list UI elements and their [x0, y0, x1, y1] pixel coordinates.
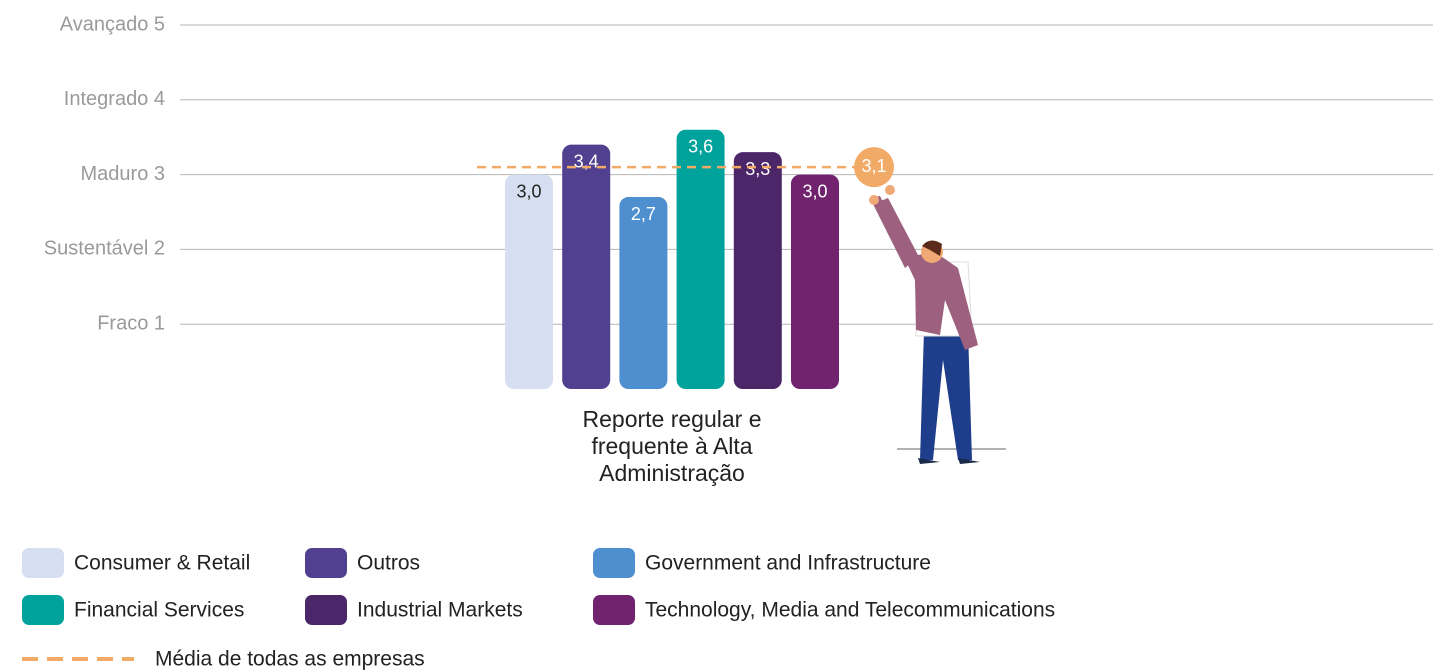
- value-label: 3,4: [574, 151, 599, 171]
- bar: [619, 197, 668, 389]
- average-marker: [854, 147, 894, 188]
- legend-label: Technology, Media and Telecommunications: [645, 599, 1055, 622]
- bar: [733, 152, 782, 389]
- legend-swatch: [593, 548, 635, 578]
- legend-label: Government and Infrastructure: [645, 552, 931, 575]
- value-label: 3,3: [745, 159, 770, 179]
- legend-swatch: [22, 595, 64, 625]
- legend-label: Consumer & Retail: [74, 552, 250, 575]
- person-illustration: [869, 185, 1006, 464]
- y-tick-label: Integrado 4: [64, 88, 165, 110]
- y-tick-label: Sustentável 2: [44, 238, 165, 260]
- legend-label: Financial Services: [74, 599, 244, 622]
- legend-swatch: [305, 548, 347, 578]
- y-tick-label: Fraco 1: [97, 312, 165, 334]
- category-label: Reporte regular e frequente à Alta Admin…: [582, 406, 762, 486]
- value-label: 3,6: [688, 136, 713, 156]
- legend-swatch: [305, 595, 347, 625]
- bar: [676, 129, 725, 389]
- value-label: 3,0: [802, 181, 827, 201]
- legend-swatch: [22, 548, 64, 578]
- legend-label: Industrial Markets: [357, 599, 523, 622]
- value-label: 3,0: [516, 181, 541, 201]
- y-tick-label: Maduro 3: [81, 163, 166, 185]
- y-tick-label: Avançado 5: [60, 13, 165, 35]
- legend-label: Outros: [357, 552, 420, 575]
- bar: [562, 144, 611, 389]
- bar: [791, 174, 839, 389]
- average-label: 3,1: [861, 156, 886, 176]
- bar: [505, 174, 553, 389]
- legend-swatch: [593, 595, 635, 625]
- value-label: 2,7: [631, 204, 656, 224]
- legend-label: Média de todas as empresas: [155, 648, 425, 671]
